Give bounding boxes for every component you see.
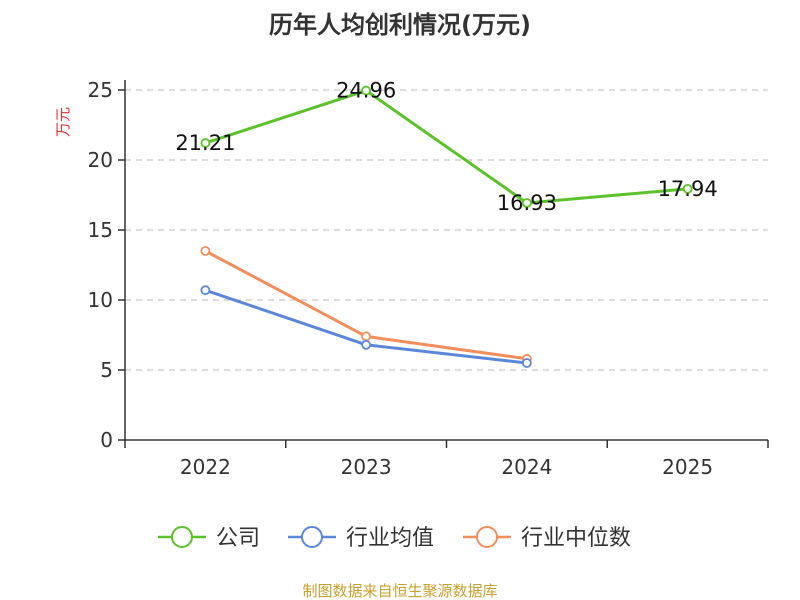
data-point bbox=[361, 331, 372, 342]
legend-marker-icon bbox=[301, 526, 323, 548]
source-note: 制图数据来自恒生聚源数据库 bbox=[302, 582, 497, 600]
data-point bbox=[200, 246, 211, 256]
series-line bbox=[204, 89, 688, 205]
data-point bbox=[200, 285, 211, 296]
chart-title: 历年人均创利情况(万元) bbox=[269, 11, 531, 39]
legend-label: 行业均值 bbox=[346, 526, 434, 551]
legend-marker-icon bbox=[476, 526, 498, 548]
series-industry-mean bbox=[200, 285, 532, 368]
y-tick-label: 0 bbox=[100, 428, 113, 452]
legend-label: 公司 bbox=[216, 526, 260, 551]
legend-item-industry-mean[interactable]: 行业均值 bbox=[288, 526, 434, 551]
y-tick-label: 20 bbox=[88, 148, 113, 172]
y-tick-label: 10 bbox=[88, 288, 113, 312]
data-point bbox=[361, 85, 372, 96]
x-tick-label: 2024 bbox=[501, 455, 552, 479]
data-point bbox=[521, 198, 532, 208]
legend-marker-icon bbox=[171, 526, 193, 548]
y-tick-label: 15 bbox=[88, 218, 113, 242]
data-label: 21.21 bbox=[175, 131, 235, 155]
grid-lines bbox=[125, 89, 768, 371]
x-tick-label: 2023 bbox=[341, 455, 392, 479]
data-label: 24.96 bbox=[336, 79, 396, 103]
x-tick-label: 2022 bbox=[180, 455, 231, 479]
legend[interactable]: 公司 行业均值 行业中位数 bbox=[158, 526, 631, 551]
y-tick-label: 5 bbox=[100, 358, 113, 382]
y-tick-label: 25 bbox=[88, 78, 113, 102]
data-point bbox=[521, 358, 532, 368]
x-tick-label: 2025 bbox=[662, 455, 713, 479]
data-point bbox=[682, 183, 693, 194]
data-point bbox=[200, 138, 211, 148]
legend-item-company[interactable]: 公司 bbox=[158, 526, 260, 551]
data-label: 17.94 bbox=[658, 177, 718, 201]
legend-label: 行业中位数 bbox=[521, 526, 631, 551]
data-point bbox=[361, 339, 372, 350]
legend-item-industry-median[interactable]: 行业中位数 bbox=[463, 526, 631, 551]
y-axis-label: 万元 bbox=[54, 107, 72, 137]
series-company bbox=[200, 85, 693, 208]
data-label: 16.93 bbox=[497, 191, 557, 215]
series-group bbox=[200, 85, 693, 368]
data-labels: 21.21 24.96 16.93 17.94 bbox=[175, 79, 717, 215]
